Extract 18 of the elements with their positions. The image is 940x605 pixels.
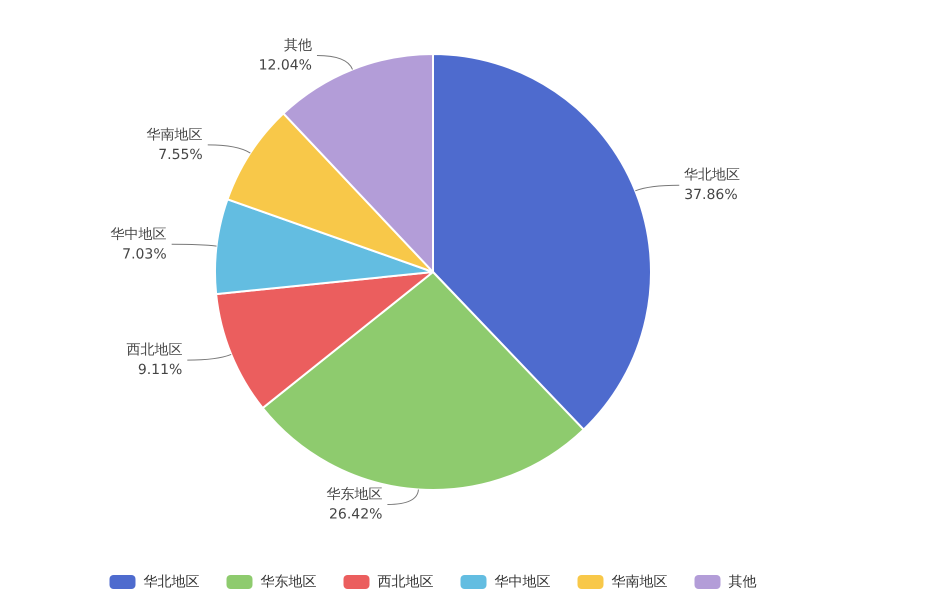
- slice-label: 其他: [284, 37, 312, 54]
- legend-label: 西北地区: [378, 574, 434, 590]
- legend-label: 华北地区: [144, 574, 200, 590]
- data-label: 12.04%: [258, 57, 312, 74]
- legend-label: 华中地区: [494, 574, 550, 590]
- data-label: 37.86%: [684, 187, 738, 204]
- data-label: 9.11%: [138, 362, 182, 378]
- slice-label: 西北地区: [126, 342, 182, 358]
- data-label: 7.03%: [122, 246, 167, 262]
- legend-label: 其他: [728, 574, 756, 590]
- legend-label: 华南地区: [612, 574, 668, 590]
- slice-label: 华东地区: [326, 486, 382, 502]
- data-label: 26.42%: [329, 506, 382, 522]
- slice-label: 华中地区: [110, 226, 167, 242]
- data-label: 7.55%: [158, 146, 203, 163]
- slice-label: 华北地区: [684, 167, 740, 184]
- slice-label: 华南地区: [146, 126, 203, 143]
- legend-label: 华东地区: [260, 574, 316, 590]
